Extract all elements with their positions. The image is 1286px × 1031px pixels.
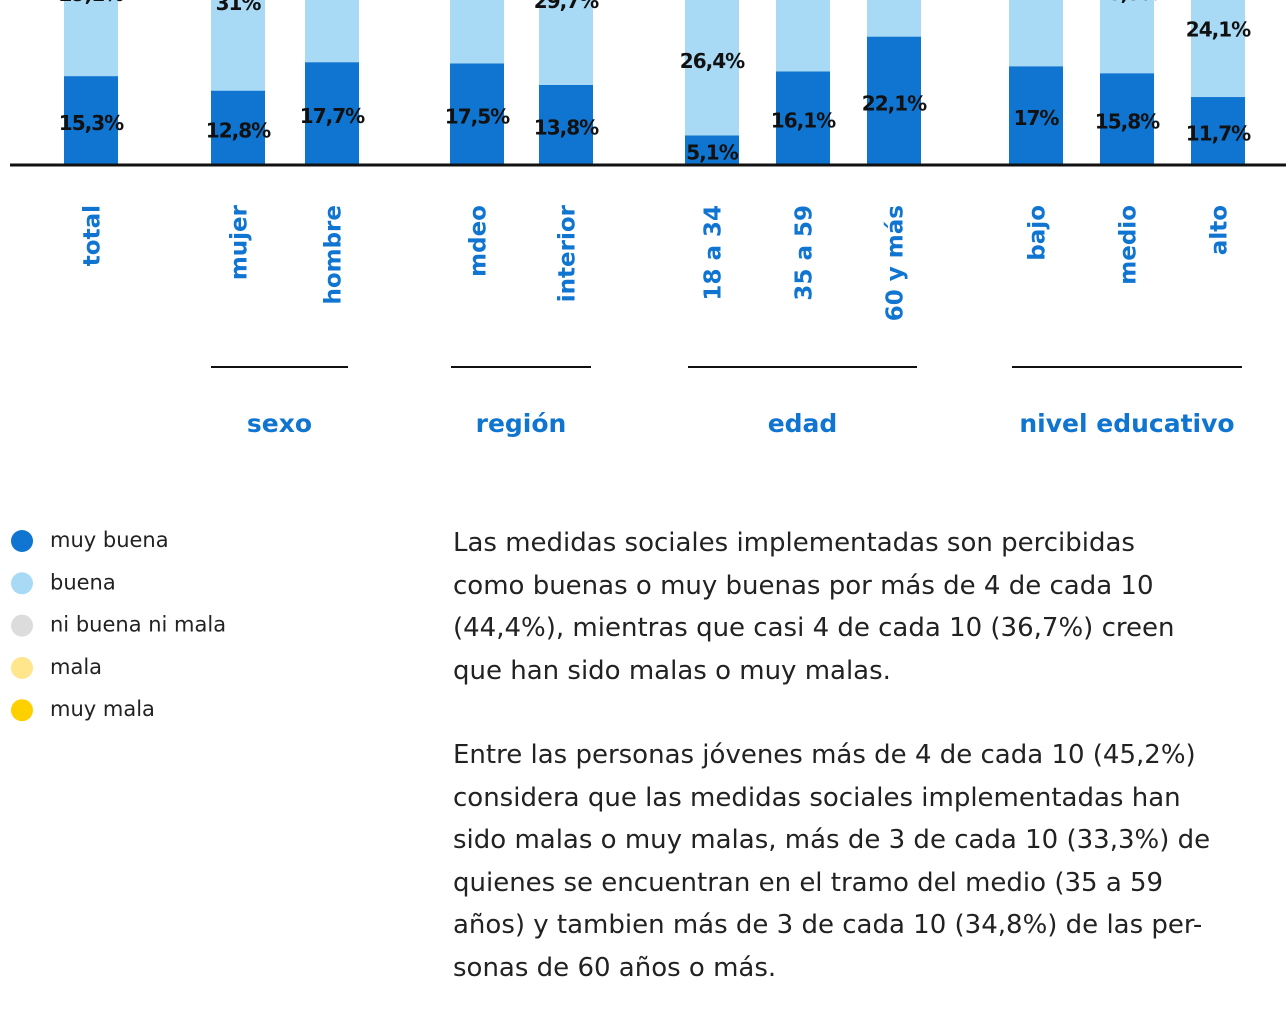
chart: 15,3% 12,8% 17,7% 17,5% 13,8% 5,1% 16,1% 22,1% 1… <box>10 0 1286 722</box>
category-label: medio <box>1116 205 1142 285</box>
legend-swatch <box>11 656 33 679</box>
group-label: sexo <box>247 409 312 438</box>
bar-segment <box>64 76 118 165</box>
value-label: 15,8% <box>1095 110 1160 134</box>
value-label: 29,1% <box>59 0 124 6</box>
legend-swatch <box>11 530 33 552</box>
value-label: 22,1% <box>862 91 927 115</box>
legend-label: muy buena <box>50 528 169 552</box>
category-label: 60 y más <box>883 205 909 321</box>
paragraph: Entre las personas jóvenes más de 4 de c… <box>453 734 1286 989</box>
legend-label: ni buena ni mala <box>50 613 226 637</box>
bar-segment <box>211 0 265 91</box>
bar-segment <box>1100 0 1154 74</box>
bar-segment <box>305 0 359 63</box>
category-label: total <box>80 205 106 266</box>
category-label: mdeo <box>466 205 492 277</box>
category-label: interior <box>555 204 581 302</box>
value-label: 15,3% <box>59 111 124 135</box>
bar-segment <box>1009 66 1063 165</box>
value-label: 24,1% <box>1186 18 1251 42</box>
value-label: 11,7% <box>1186 122 1251 146</box>
text-line: sido malas o muy malas, más de 3 de cada… <box>453 825 1211 855</box>
value-label: 5,1% <box>686 141 738 165</box>
value-label: 29,7% <box>534 0 599 13</box>
bar-segment <box>305 62 359 165</box>
category-label: bajo <box>1025 205 1051 261</box>
bar-segment <box>776 0 830 72</box>
value-label: 17% <box>1014 106 1060 130</box>
group-label: edad <box>768 409 838 438</box>
bar-segment <box>539 84 593 165</box>
text-line: (44,4%), mientras que casi 4 de cada 10 … <box>453 613 1175 643</box>
value-label: 16,1% <box>771 109 836 133</box>
text-line: Las medidas sociales implementadas son p… <box>453 528 1135 558</box>
text-line: años) y tambien más de 3 de cada 10 (34,… <box>453 910 1203 940</box>
text-line: sonas de 60 años o más. <box>453 952 777 983</box>
legend-label: mala <box>50 655 102 679</box>
bar-segment <box>685 0 739 136</box>
legend-label: buena <box>50 570 116 594</box>
group-label: región <box>476 409 567 438</box>
bar-segment <box>776 71 830 165</box>
legend-label: muy mala <box>50 697 155 721</box>
bar-segment <box>211 90 265 165</box>
category-label: alto <box>1207 205 1233 255</box>
bar-segment <box>867 0 921 37</box>
group-label: nivel educativo <box>1019 409 1234 438</box>
legend-swatch <box>11 699 33 722</box>
page: 15,3% 12,8% 17,7% 17,5% 13,8% 5,1% 16,1% 22,1% 1… <box>10 0 1286 983</box>
text-line: que han sido malas o muy malas. <box>453 655 891 686</box>
category-label: hombre <box>321 205 347 305</box>
value-label: 28,5% <box>1095 0 1160 5</box>
value-label: 17,7% <box>300 104 365 128</box>
value-label: 12,8% <box>206 118 271 142</box>
bar-segment <box>1191 0 1245 98</box>
text-line: Entre las personas jóvenes más de 4 de c… <box>453 740 1196 770</box>
text-line: considera que las medidas sociales imple… <box>453 782 1181 813</box>
bar-segment <box>539 0 593 85</box>
value-label: 13,8% <box>534 115 599 139</box>
bar-segment <box>685 135 739 165</box>
description: Las medidas sociales implementadas son p… <box>453 522 1286 1031</box>
bar-segment <box>450 0 504 64</box>
value-label: 17,5% <box>445 105 510 129</box>
bar-segment <box>64 0 118 77</box>
bar-segment <box>1191 97 1245 165</box>
bar-segment <box>867 36 921 165</box>
paragraph: Las medidas sociales implementadas son p… <box>453 522 1286 692</box>
text-line: como buenas o muy buenas por más de 4 de… <box>453 570 1154 601</box>
legend-swatch <box>11 614 33 637</box>
category-label: 35 a 59 <box>792 205 818 301</box>
value-label: 26,4% <box>680 49 745 73</box>
value-label: 31% <box>216 0 262 15</box>
category-label: 18 a 34 <box>701 205 727 301</box>
bar-segment <box>450 63 504 165</box>
legend-swatch <box>11 572 33 595</box>
bar-segment <box>1100 73 1154 165</box>
bar-segment <box>1009 0 1063 67</box>
category-label: mujer <box>227 204 253 280</box>
text-line: quienes se encuentran en el tramo del me… <box>453 867 1164 898</box>
